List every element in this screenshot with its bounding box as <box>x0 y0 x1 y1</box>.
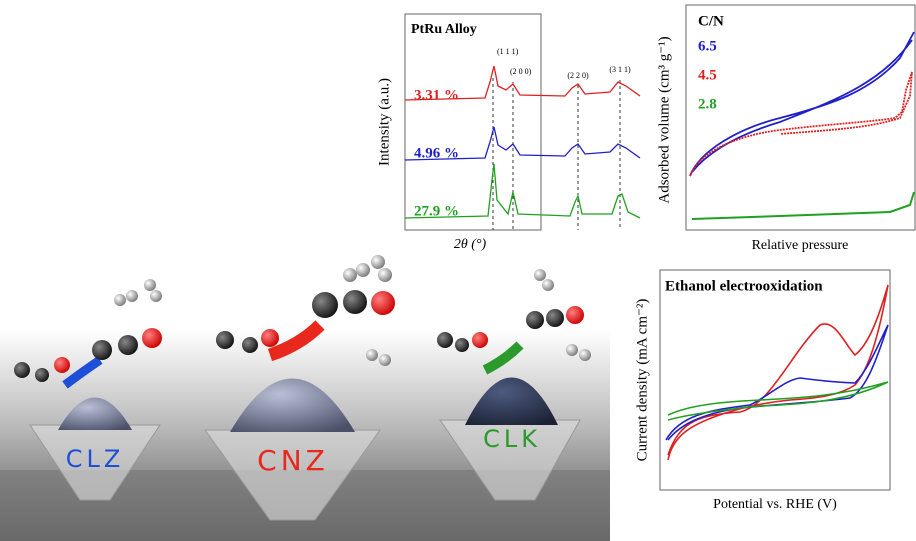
catalyst-label: CLK <box>483 425 541 453</box>
peak-label: (2 0 0) <box>510 67 532 76</box>
catalyst-label: CNZ <box>257 444 329 477</box>
peak-label: (2 2 0) <box>567 71 589 80</box>
panel-title: Ethanol electrooxidation <box>665 278 823 294</box>
isotherm <box>692 192 914 219</box>
x-axis-label: Relative pressure <box>752 238 849 253</box>
cv-curve <box>668 285 888 460</box>
y-axis-label: Adsorbed volume (cm³ g⁻¹) <box>656 36 672 203</box>
plot-frame <box>405 14 541 230</box>
peak-label: (1 1 1) <box>497 47 519 56</box>
sample-label: 4.96 % <box>414 145 459 161</box>
sample-label: 3.31 % <box>414 87 459 103</box>
sample-label: 4.5 <box>698 67 717 83</box>
isotherm <box>690 72 912 176</box>
x-axis-label: Potential vs. RHE (V) <box>713 497 837 512</box>
panel-title: PtRu Alloy <box>411 22 477 37</box>
peak-lines <box>493 78 620 230</box>
x-axis-label: 2θ (°) <box>454 237 487 252</box>
catalyst-label: CLZ <box>66 445 125 473</box>
xrd-panel: PtRu Alloy Intensity (a.u.) 2θ (°) (1 1 … <box>376 14 640 252</box>
sample-label: 2.8 <box>698 96 717 112</box>
illustration: CLZ CNZ CLK <box>0 255 610 541</box>
sample-label: 6.5 <box>698 38 717 54</box>
graphical-abstract: CLZ CNZ CLK PtRu Alloy Intensity (a.u.) … <box>0 0 916 541</box>
peak-label: (3 1 1) <box>609 65 631 74</box>
isotherm <box>690 32 914 176</box>
plot-frame <box>686 5 915 230</box>
sample-label: 27.9 % <box>414 203 459 219</box>
y-axis-label: Intensity (a.u.) <box>376 78 392 166</box>
plot-frame <box>660 270 890 490</box>
panel-title: C/N <box>698 13 724 29</box>
y-axis-label: Current density (mA cm⁻²) <box>634 299 650 462</box>
cv-panel: Ethanol electrooxidation Current density… <box>634 270 890 512</box>
sorption-panel: C/N 6.5 4.5 2.8 Adsorbed volume (cm³ g⁻¹… <box>656 5 915 253</box>
